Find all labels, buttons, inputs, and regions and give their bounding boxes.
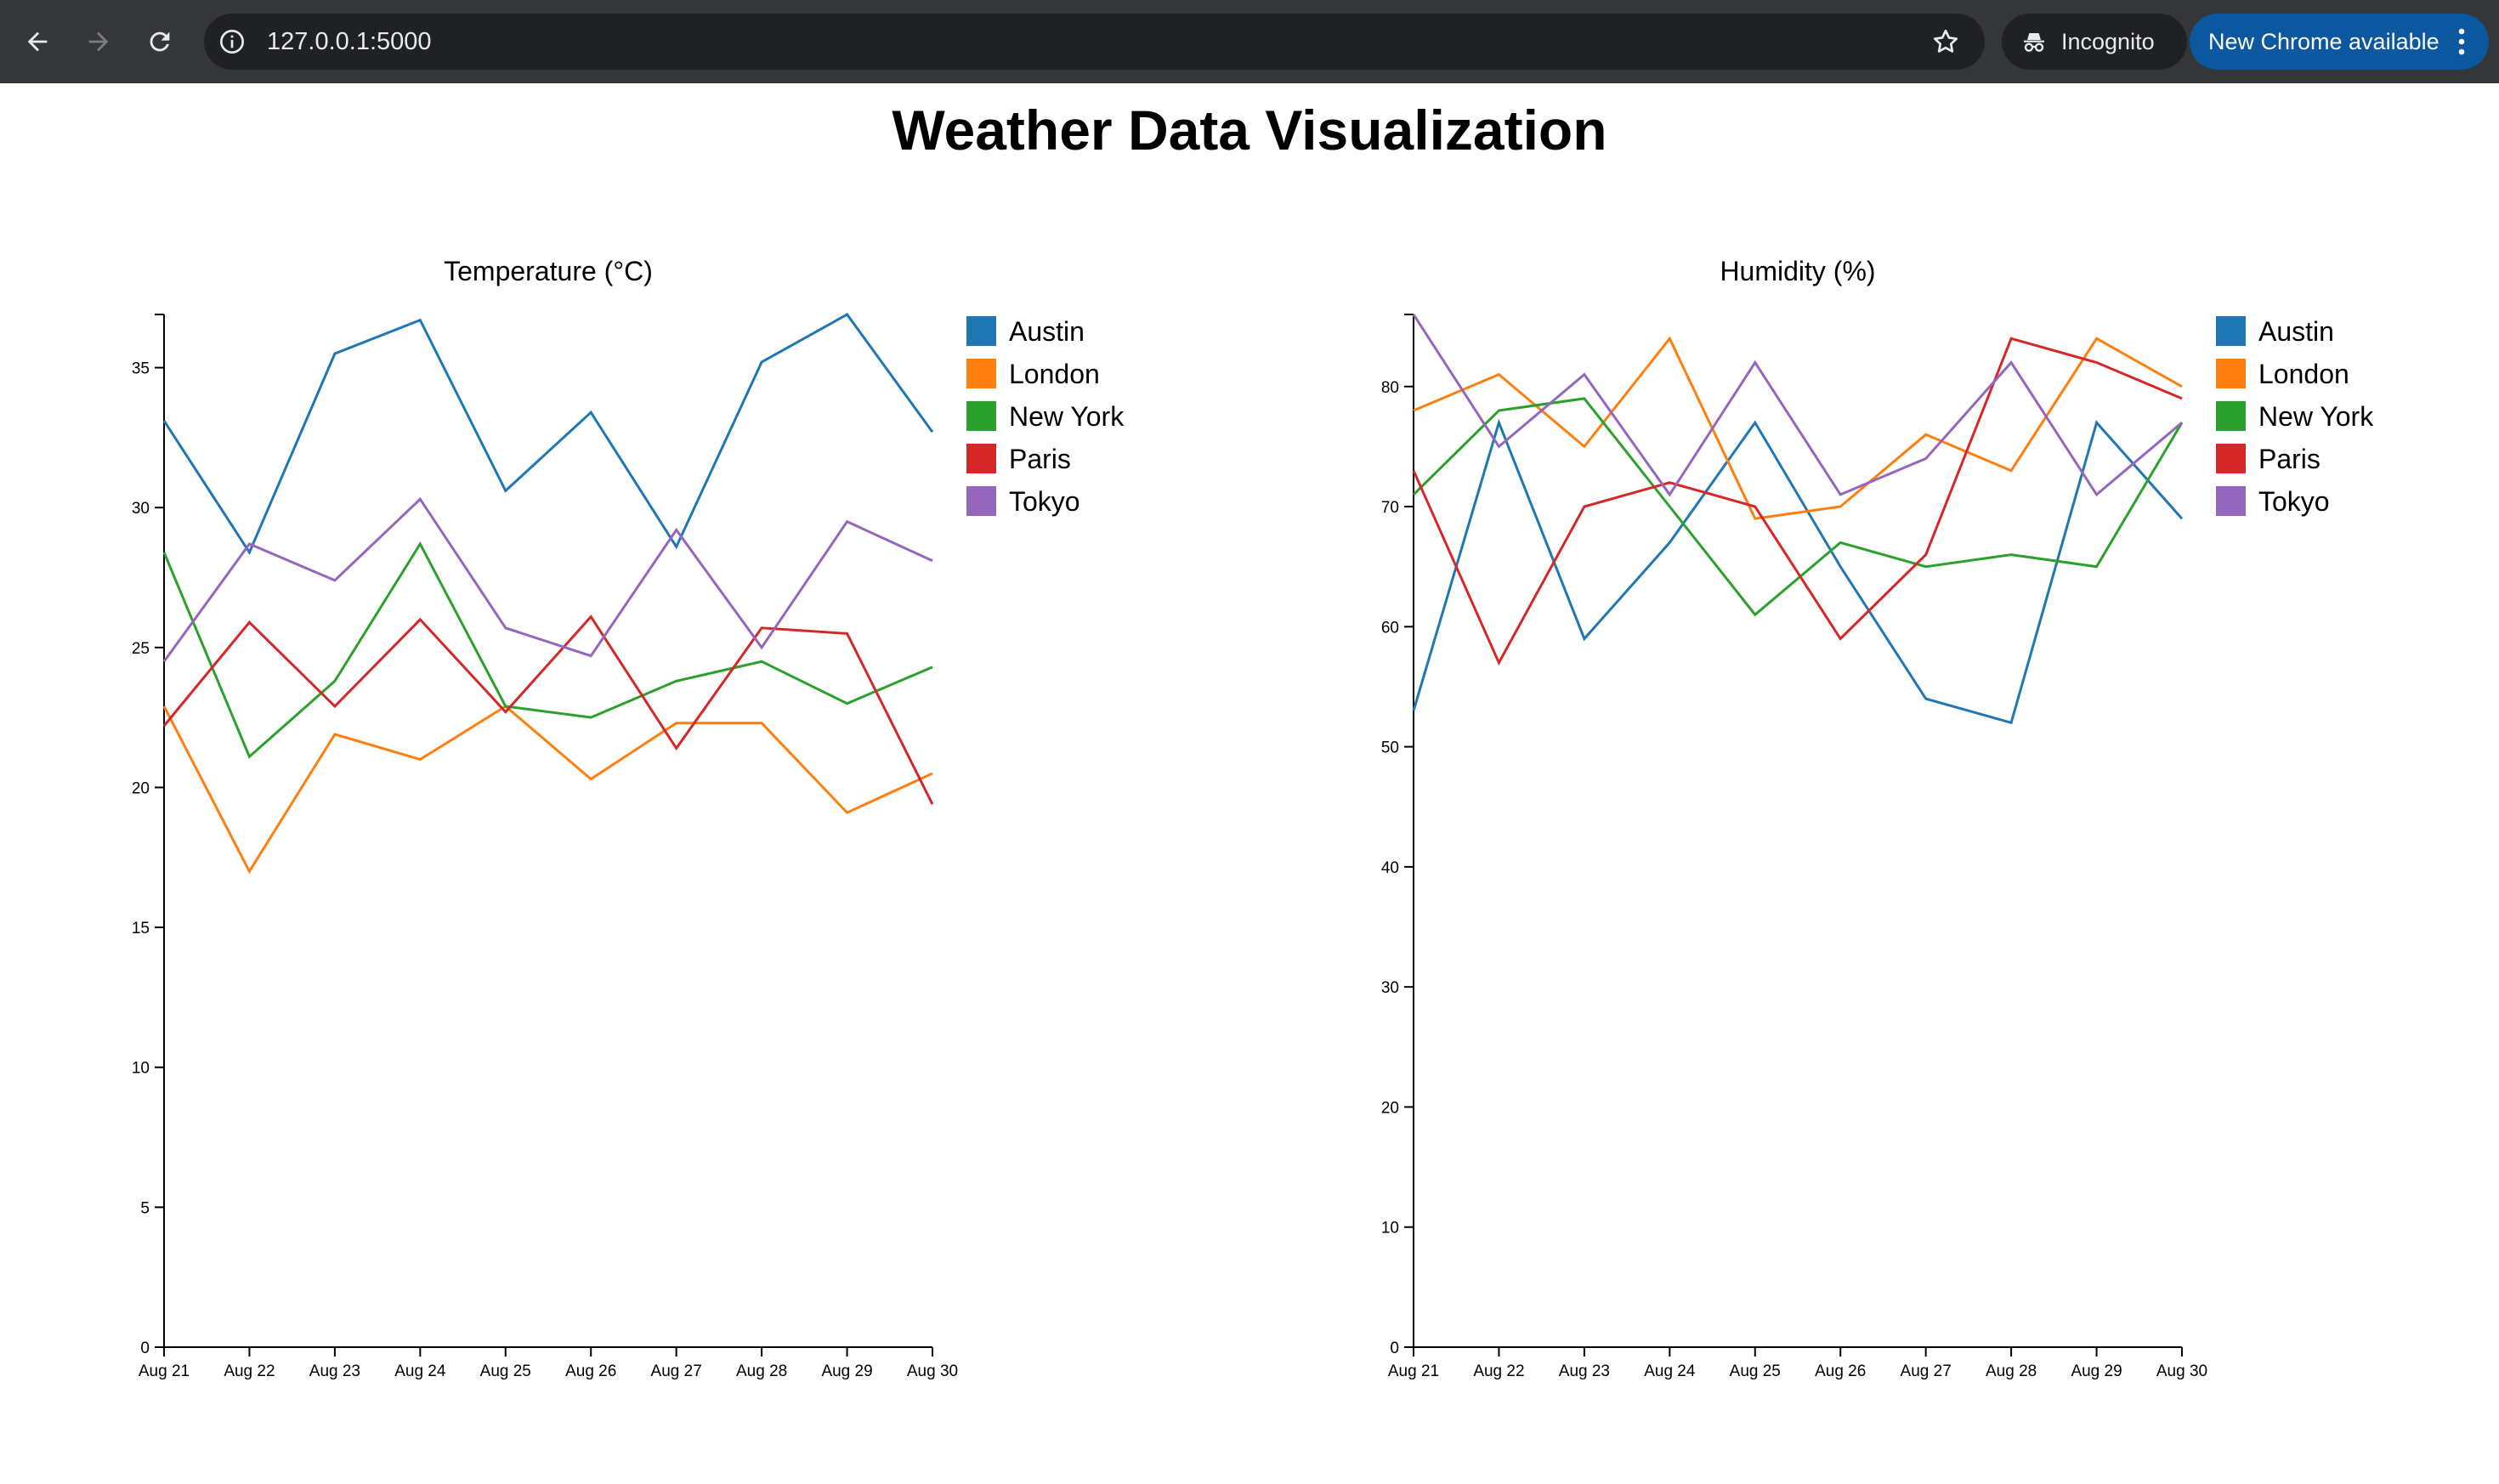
- x-tick-label: Aug 24: [1644, 1362, 1696, 1380]
- legend-swatch-austin: [966, 316, 996, 346]
- series-line-austin: [162, 313, 934, 556]
- x-tick-label: Aug 30: [2156, 1362, 2207, 1380]
- temperature-chart-svg: Temperature (°C) Aug 21 Aug 22 Aug 23 Aug 24…: [132, 256, 1125, 1380]
- x-tick-label: Aug 25: [480, 1362, 531, 1380]
- y-tick-label: 15: [132, 920, 150, 937]
- x-tick-label: Aug 29: [821, 1362, 872, 1380]
- legend-swatch-london: [2216, 359, 2246, 388]
- y-tick-label: 0: [140, 1340, 150, 1357]
- x-tick-label: Aug 21: [139, 1362, 190, 1380]
- series-line-tokyo: [162, 496, 933, 663]
- incognito-icon: [2024, 33, 2044, 52]
- x-tick-label: Aug 28: [1986, 1362, 2037, 1380]
- x-tick-label: Aug 23: [1559, 1362, 1610, 1380]
- star-icon[interactable]: [1930, 26, 1961, 57]
- x-tick-label: Aug 26: [565, 1362, 616, 1380]
- y-tick-label: 80: [1381, 379, 1399, 397]
- x-tick-label: Aug 25: [1730, 1362, 1781, 1380]
- incognito-indicator[interactable]: Incognito: [2002, 14, 2187, 70]
- y-tick-label: 10: [132, 1060, 150, 1078]
- reload-button[interactable]: [139, 21, 180, 62]
- x-tick-label: Aug 29: [2071, 1362, 2122, 1380]
- x-tick-label: Aug 27: [1901, 1362, 1952, 1380]
- y-tick-label: 50: [1381, 739, 1399, 757]
- series-line-tokyo: [1412, 314, 2183, 497]
- legend-swatch-paris: [966, 444, 996, 473]
- series-line-new-york: [162, 541, 933, 759]
- legend-label-london: London: [2258, 359, 2349, 389]
- browser-toolbar: 127.0.0.1:5000 Incognito New Chrome avai…: [0, 0, 2499, 83]
- legend-label-london: London: [1009, 359, 1100, 389]
- legend-label-new-york: New York: [1009, 401, 1125, 432]
- legend-swatch-tokyo: [966, 486, 996, 516]
- back-button[interactable]: [17, 21, 58, 62]
- page-title: Weather Data Visualization: [892, 99, 1607, 161]
- legend-label-paris: Paris: [1009, 444, 1071, 474]
- legend-swatch-austin: [2216, 316, 2246, 346]
- menu-icon[interactable]: [2456, 26, 2467, 57]
- legend-swatch-new-york: [2216, 401, 2246, 431]
- y-tick-label: 0: [1390, 1340, 1399, 1357]
- legend-label-new-york: New York: [2258, 401, 2374, 432]
- y-tick-label: 10: [1381, 1220, 1399, 1238]
- legend-label-austin: Austin: [2258, 316, 2334, 347]
- series-line-paris: [162, 615, 934, 805]
- legend-swatch-london: [966, 359, 996, 388]
- reload-icon: [150, 31, 170, 52]
- humidity-chart: Humidity (%) Aug 21 Aug 22 Aug 23 Aug 24 Aug …: [1343, 229, 2440, 1411]
- x-tick-label: Aug 27: [651, 1362, 702, 1380]
- y-tick-label: 20: [132, 779, 150, 797]
- update-label: New Chrome available: [2208, 29, 2440, 54]
- x-tick-label: Aug 22: [224, 1362, 275, 1380]
- chart-title: Temperature (°C): [444, 256, 653, 286]
- legend-label-tokyo: Tokyo: [1009, 486, 1080, 517]
- y-tick-label: 30: [132, 500, 150, 518]
- x-tick-label: Aug 28: [736, 1362, 787, 1380]
- y-tick-label: 25: [132, 640, 150, 658]
- legend-swatch-paris: [2216, 444, 2246, 473]
- url-text[interactable]: 127.0.0.1:5000: [267, 28, 432, 55]
- incognito-label: Incognito: [2061, 29, 2155, 54]
- y-tick-label: 40: [1381, 859, 1399, 877]
- forward-icon: [88, 31, 109, 52]
- legend-label-austin: Austin: [1009, 316, 1085, 347]
- address-bar[interactable]: 127.0.0.1:5000: [204, 14, 1985, 70]
- series-line-new-york: [1412, 397, 2184, 617]
- x-tick-label: Aug 30: [907, 1362, 958, 1380]
- y-tick-label: 70: [1381, 499, 1399, 517]
- chart-title: Humidity (%): [1720, 256, 1875, 286]
- back-icon: [27, 31, 48, 52]
- legend-swatch-tokyo: [2216, 486, 2246, 516]
- new-chrome-available-button[interactable]: New Chrome available: [2190, 14, 2489, 70]
- y-tick-label: 30: [1381, 979, 1399, 997]
- legend-label-paris: Paris: [2258, 444, 2320, 474]
- legend-label-tokyo: Tokyo: [2258, 486, 2330, 517]
- series-line-austin: [1412, 418, 2184, 725]
- series-line-london: [162, 705, 933, 875]
- forward-button[interactable]: [78, 21, 119, 62]
- humidity-chart-svg: Humidity (%) Aug 21 Aug 22 Aug 23 Aug 24 Aug …: [1381, 256, 2374, 1380]
- x-tick-label: Aug 21: [1388, 1362, 1439, 1380]
- series-line-paris: [1412, 337, 2183, 666]
- x-tick-label: Aug 22: [1473, 1362, 1524, 1380]
- info-icon[interactable]: [218, 28, 246, 55]
- x-tick-label: Aug 24: [394, 1362, 446, 1380]
- x-tick-label: Aug 23: [309, 1362, 360, 1380]
- temperature-chart: Temperature (°C) Aug 21 Aug 22 Aug 23 Aug 24…: [94, 229, 1190, 1411]
- x-tick-label: Aug 26: [1815, 1362, 1866, 1380]
- y-tick-label: 35: [132, 360, 150, 378]
- y-tick-label: 20: [1381, 1099, 1399, 1117]
- y-tick-label: 60: [1381, 619, 1399, 637]
- legend-swatch-new-york: [966, 401, 996, 431]
- y-tick-label: 5: [140, 1199, 150, 1217]
